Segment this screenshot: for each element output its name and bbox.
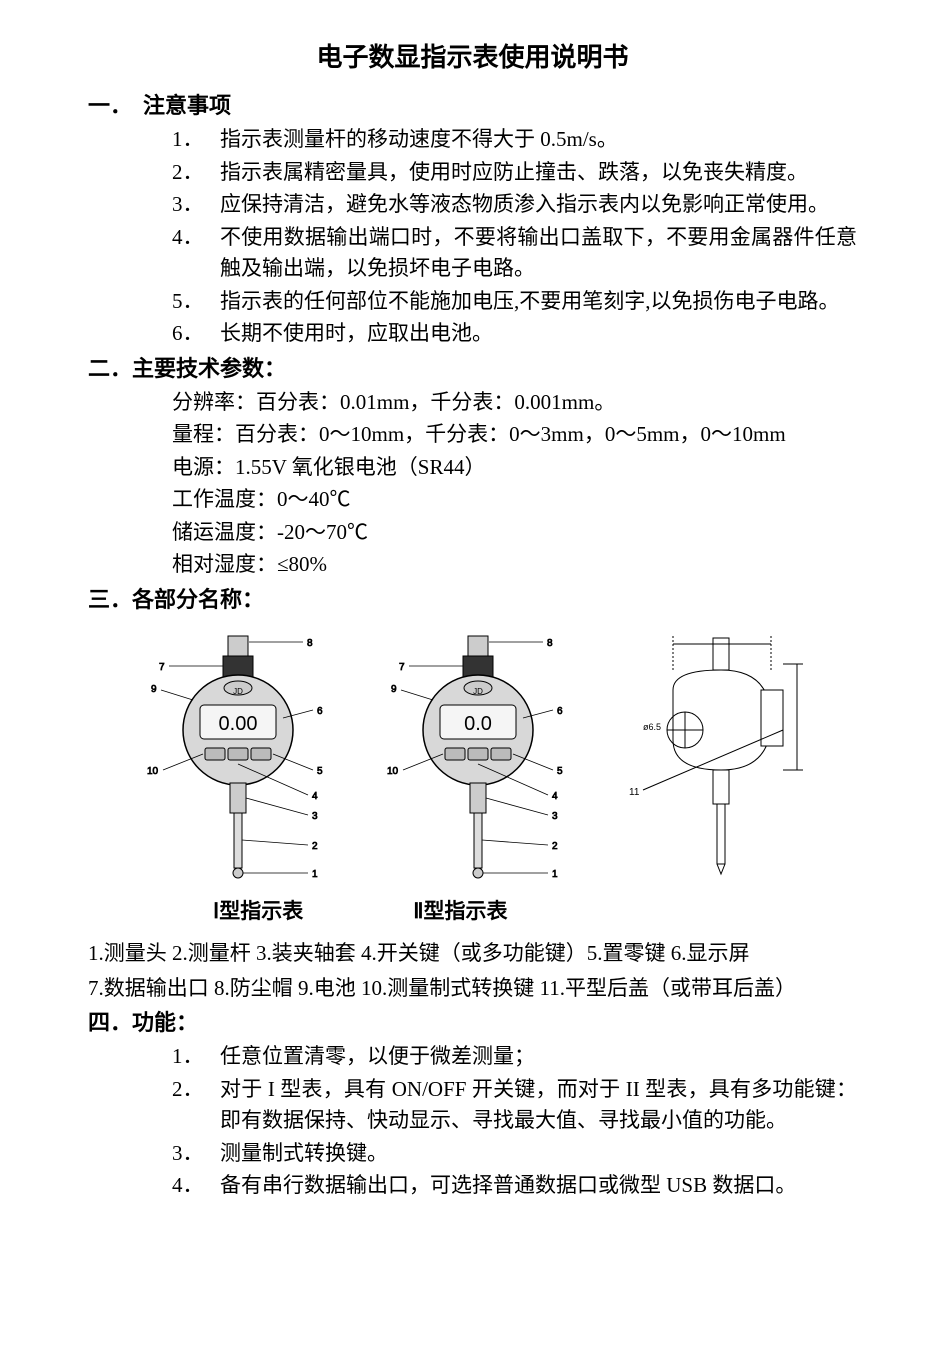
- svg-text:2: 2: [312, 841, 318, 852]
- list-item: 2．指示表属精密量具，使用时应防止撞击、跌落，以免丧失精度。: [172, 157, 857, 189]
- lcd-readout: 0.00: [218, 713, 257, 735]
- svg-text:3: 3: [312, 811, 318, 822]
- svg-text:JD: JD: [233, 687, 243, 696]
- svg-text:8: 8: [547, 638, 553, 649]
- section-4-heading: 四．功能：: [88, 1006, 857, 1039]
- spec-line: 工作温度：0～40℃: [172, 484, 857, 516]
- parts-legend-2: 7.数据输出口 8.防尘帽 9.电池 10.测量制式转换键 11.平型后盖（或带…: [88, 972, 857, 1005]
- list-item: 5．指示表的任何部位不能施加电压,不要用笔刻字,以免损伤电子电路。: [172, 286, 857, 318]
- figures-row: JD 0.00 8 7 9 6 5: [88, 630, 857, 890]
- figure-captions: Ⅰ型指示表 Ⅱ型指示表: [88, 896, 857, 928]
- gauge-1-svg: JD 0.00 8 7 9 6 5: [133, 630, 343, 890]
- item-text: 应保持清洁，避免水等液态物质渗入指示表内以免影响正常使用。: [220, 192, 829, 216]
- list-item: 2．对于 I 型表，具有 ON/OFF 开关键，而对于 II 型表，具有多功能键…: [172, 1074, 857, 1137]
- list-item: 6．长期不使用时，应取出电池。: [172, 318, 857, 350]
- section-4-list: 1．任意位置清零，以便于微差测量； 2．对于 I 型表，具有 ON/OFF 开关…: [88, 1041, 857, 1202]
- svg-text:4: 4: [312, 791, 318, 802]
- svg-text:10: 10: [387, 766, 399, 777]
- spec-block: 分辨率：百分表：0.01mm，千分表：0.001mm。 量程：百分表：0～10m…: [88, 387, 857, 581]
- section-1-list: 1．指示表测量杆的移动速度不得大于 0.5m/s。 2．指示表属精密量具，使用时…: [88, 124, 857, 350]
- svg-text:8: 8: [307, 638, 313, 649]
- svg-text:6: 6: [317, 706, 323, 717]
- svg-text:2: 2: [552, 841, 558, 852]
- svg-text:7: 7: [399, 662, 405, 673]
- figure-1: JD 0.00 8 7 9 6 5: [133, 630, 343, 890]
- list-item: 1．指示表测量杆的移动速度不得大于 0.5m/s。: [172, 124, 857, 156]
- svg-text:7: 7: [159, 662, 165, 673]
- svg-text:1: 1: [312, 869, 318, 880]
- svg-text:9: 9: [151, 684, 157, 695]
- figure-3: 11 ø6.5: [613, 630, 813, 890]
- svg-text:5: 5: [557, 766, 563, 777]
- parts-legend-1: 1.测量头 2.测量杆 3.装夹轴套 4.开关键（或多功能键）5.置零键 6.显…: [88, 937, 857, 970]
- spec-line: 储运温度：-20～70℃: [172, 517, 857, 549]
- item-text: 指示表的任何部位不能施加电压,不要用笔刻字,以免损伤电子电路。: [220, 289, 840, 313]
- lcd-readout: 0.0: [464, 713, 492, 735]
- list-item: 3．测量制式转换键。: [172, 1138, 857, 1170]
- svg-text:1: 1: [552, 869, 558, 880]
- section-3-heading: 三．各部分名称：: [88, 583, 857, 616]
- gauge-2-svg: JD 0.0 8 7 9 6 5 10 4 3 2 1: [373, 630, 583, 890]
- doc-title: 电子数显指示表使用说明书: [88, 38, 857, 77]
- item-text: 指示表属精密量具，使用时应防止撞击、跌落，以免丧失精度。: [220, 160, 808, 184]
- svg-text:9: 9: [391, 684, 397, 695]
- fig-1-caption: Ⅰ型指示表: [213, 896, 303, 928]
- svg-text:6: 6: [557, 706, 563, 717]
- svg-text:5: 5: [317, 766, 323, 777]
- list-item: 4．备有串行数据输出口，可选择普通数据口或微型 USB 数据口。: [172, 1170, 857, 1202]
- svg-text:JD: JD: [473, 687, 483, 696]
- section-1-heading: 一． 注意事项: [88, 89, 857, 122]
- item-text: 备有串行数据输出口，可选择普通数据口或微型 USB 数据口。: [220, 1173, 796, 1197]
- item-text: 测量制式转换键。: [220, 1141, 388, 1165]
- list-item: 1．任意位置清零，以便于微差测量；: [172, 1041, 857, 1073]
- list-item: 4．不使用数据输出端口时，不要将输出口盖取下，不要用金属器件任意触及输出端，以免…: [172, 222, 857, 285]
- technical-drawing-svg: 11 ø6.5: [613, 630, 813, 890]
- spec-line: 电源：1.55V 氧化银电池（SR44）: [172, 452, 857, 484]
- spec-line: 量程：百分表：0～10mm，千分表：0～3mm，0～5mm，0～10mm: [172, 419, 857, 451]
- svg-text:4: 4: [552, 791, 558, 802]
- section-2-heading: 二．主要技术参数：: [88, 352, 857, 385]
- item-text: 长期不使用时，应取出电池。: [220, 321, 493, 345]
- item-text: 对于 I 型表，具有 ON/OFF 开关键，而对于 II 型表，具有多功能键：即…: [220, 1077, 857, 1133]
- svg-text:10: 10: [147, 766, 159, 777]
- item-text: 不使用数据输出端口时，不要将输出口盖取下，不要用金属器件任意触及输出端，以免损坏…: [220, 225, 857, 281]
- svg-text:3: 3: [552, 811, 558, 822]
- list-item: 3．应保持清洁，避免水等液态物质渗入指示表内以免影响正常使用。: [172, 189, 857, 221]
- svg-text:11: 11: [629, 787, 640, 798]
- figure-2: JD 0.0 8 7 9 6 5 10 4 3 2 1: [373, 630, 583, 890]
- spec-line: 分辨率：百分表：0.01mm，千分表：0.001mm。: [172, 387, 857, 419]
- svg-text:ø6.5: ø6.5: [643, 722, 661, 732]
- item-text: 指示表测量杆的移动速度不得大于 0.5m/s。: [220, 127, 618, 151]
- fig-2-caption: Ⅱ型指示表: [413, 896, 507, 928]
- item-text: 任意位置清零，以便于微差测量；: [220, 1044, 535, 1068]
- spec-line: 相对湿度：≤80%: [172, 549, 857, 581]
